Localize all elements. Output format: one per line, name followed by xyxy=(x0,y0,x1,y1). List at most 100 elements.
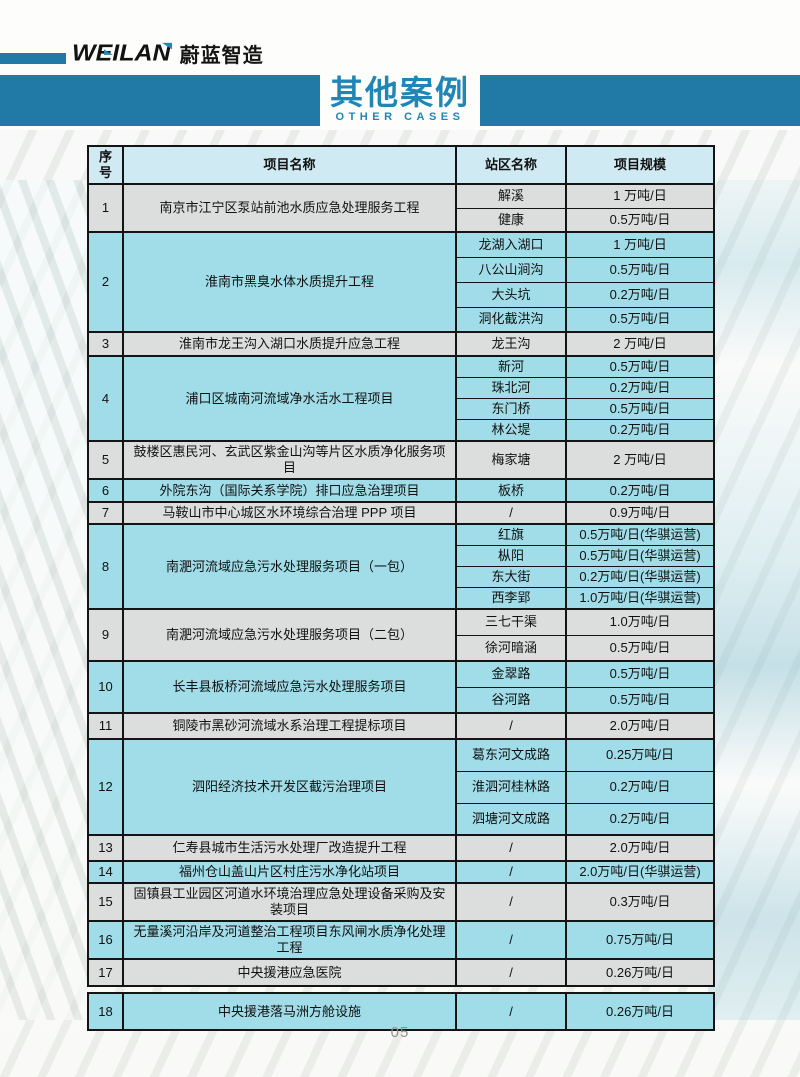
project-cell: 南淝河流域应急污水处理服务项目（二包） xyxy=(122,608,457,662)
table-row: 13 仁寿县城市生活污水处理厂改造提升工程/2.0万吨/日 xyxy=(87,834,715,862)
serial-cell: 7 xyxy=(87,501,124,525)
table-row: 3 淮南市龙王沟入湖口水质提升应急工程 龙王沟 2 万吨/日 xyxy=(87,331,715,357)
station-cell: 大头坑 xyxy=(455,281,567,308)
station-cell: 西李郢 xyxy=(455,587,567,610)
station-cell: / xyxy=(455,882,567,922)
station-cell: 洞化截洪沟 xyxy=(455,306,567,333)
table-row: 健康 0.5万吨/日 xyxy=(88,207,715,233)
scale-cell: 1.0万吨/日 xyxy=(565,608,715,636)
station-cell: 泗塘河文成路 xyxy=(455,802,567,836)
scale-cell: 0.5万吨/日 xyxy=(565,207,715,233)
scale-cell: 0.5万吨/日 xyxy=(565,686,715,714)
table-header-cell: 站区名称 xyxy=(455,145,567,185)
table-row: 11 铜陵市黑砂河流域水系治理工程提标项目/2.0万吨/日 xyxy=(87,712,715,740)
station-cell: / xyxy=(455,958,567,987)
project-cell: 马鞍山市中心城区水环境综合治理 PPP 项目 xyxy=(122,501,457,525)
project-cell: 鼓楼区惠民河、玄武区紫金山沟等片区水质净化服务项目 xyxy=(122,440,457,480)
logo-accent-icon xyxy=(104,49,113,55)
table-row: 9 南淝河流域应急污水处理服务项目（二包） 三七干渠 1.0万吨/日 xyxy=(87,608,715,662)
table-row: 15 固镇县工业园区河道水环境治理应急处理设备采购及安装项目/0.3万吨/日 xyxy=(87,882,715,922)
section-title: 其他案例 OTHER CASES xyxy=(320,75,480,126)
project-cell: 淮南市龙王沟入湖口水质提升应急工程 xyxy=(122,331,457,357)
table-row: 枞阳 0.5万吨/日(华骐运营) xyxy=(88,545,715,567)
scale-cell: 0.5万吨/日 xyxy=(565,355,715,378)
scale-cell: 1.0万吨/日(华骐运营) xyxy=(565,587,715,610)
table-row: 1 南京市江宁区泵站前池水质应急处理服务工程 解溪 1 万吨/日 xyxy=(87,183,715,233)
station-cell: 三七干渠 xyxy=(455,608,567,636)
scale-cell: 2.0万吨/日(华骐运营) xyxy=(565,860,715,884)
scale-cell: 0.5万吨/日 xyxy=(565,634,715,662)
serial-cell: 3 xyxy=(87,331,124,357)
station-cell: 谷河路 xyxy=(455,686,567,714)
table-row: 2 淮南市黑臭水体水质提升工程 龙湖入湖口 1 万吨/日 xyxy=(87,231,715,333)
section-title-zh: 其他案例 xyxy=(330,74,470,111)
scale-cell: 0.2万吨/日 xyxy=(565,770,715,804)
station-cell: 板桥 xyxy=(455,478,567,503)
scale-cell: 0.5万吨/日 xyxy=(565,306,715,333)
table-row: 16 无量溪河沿岸及河道整治工程项目东风闸水质净化处理工程/0.75万吨/日 xyxy=(87,920,715,960)
station-cell: 新河 xyxy=(455,355,567,378)
scale-cell: 0.2万吨/日 xyxy=(565,281,715,308)
serial-cell: 1 xyxy=(87,183,124,233)
table-row: 4 浦口区城南河流域净水活水工程项目 新河 0.5万吨/日 xyxy=(87,355,715,442)
table-row: 18 中央援港落马洲方舱设施/0.26万吨/日 xyxy=(87,992,715,1031)
station-cell: 珠北河 xyxy=(455,377,567,399)
scale-cell: 0.2万吨/日 xyxy=(565,478,715,503)
serial-cell: 18 xyxy=(87,992,124,1031)
brand-logo: WEILAN 蔚蓝智造 xyxy=(0,42,264,66)
serial-cell: 8 xyxy=(87,523,124,610)
banner-bar-left xyxy=(0,75,320,126)
scale-cell: 1 万吨/日 xyxy=(565,231,715,258)
scale-cell: 0.5万吨/日 xyxy=(565,398,715,420)
station-cell: / xyxy=(455,920,567,960)
serial-cell: 6 xyxy=(87,478,124,503)
project-cell: 中央援港应急医院 xyxy=(122,958,457,987)
cases-table: 序号 项目名称 站区名称 项目规模 1 南京市江宁区泵站前池水质应急处理服务工程 解溪 1 万… xyxy=(87,145,715,987)
table-row: 淮泗河桂林路 0.2万吨/日 xyxy=(88,770,715,804)
scale-cell: 2.0万吨/日 xyxy=(565,834,715,862)
station-cell: 林公堤 xyxy=(455,419,567,442)
scale-cell: 0.2万吨/日 xyxy=(565,419,715,442)
serial-cell: 13 xyxy=(87,834,124,862)
station-cell: 梅家塘 xyxy=(455,440,567,480)
page-number: 05 xyxy=(390,1024,410,1041)
table-header-cell: 序号 xyxy=(87,145,124,185)
brand-chinese-name: 蔚蓝智造 xyxy=(179,45,264,67)
scale-cell: 0.26万吨/日 xyxy=(565,958,715,987)
backdrop-photo-left xyxy=(0,180,88,1020)
project-cell: 无量溪河沿岸及河道整治工程项目东风闸水质净化处理工程 xyxy=(122,920,457,960)
table-row: 14 福州仓山盖山片区村庄污水净化站项目/2.0万吨/日(华骐运营) xyxy=(87,860,715,884)
serial-cell: 9 xyxy=(87,608,124,662)
station-cell: 健康 xyxy=(455,207,567,233)
scale-cell: 2 万吨/日 xyxy=(565,440,715,480)
serial-cell: 10 xyxy=(87,660,124,714)
scale-cell: 0.9万吨/日 xyxy=(565,501,715,525)
station-cell: / xyxy=(455,712,567,740)
station-cell: 东门桥 xyxy=(455,398,567,420)
table-row: 东门桥 0.5万吨/日 xyxy=(88,398,715,420)
table-row: 徐河暗涵 0.5万吨/日 xyxy=(88,634,715,662)
cases-table-tail: 18 中央援港落马洲方舱设施/0.26万吨/日 xyxy=(87,992,715,1031)
logo-accent-icon xyxy=(161,42,172,50)
scale-cell: 0.2万吨/日(华骐运营) xyxy=(565,566,715,588)
serial-cell: 14 xyxy=(87,860,124,884)
table-row: 东大街 0.2万吨/日(华骐运营) xyxy=(88,566,715,588)
station-cell: 红旗 xyxy=(455,523,567,546)
section-banner: 其他案例 OTHER CASES xyxy=(0,75,800,126)
project-cell: 中央援港落马洲方舱设施 xyxy=(122,992,457,1031)
scale-cell: 0.25万吨/日 xyxy=(565,738,715,772)
serial-cell: 11 xyxy=(87,712,124,740)
project-cell: 铜陵市黑砂河流域水系治理工程提标项目 xyxy=(122,712,457,740)
station-cell: 枞阳 xyxy=(455,545,567,567)
table-row: 12 泗阳经济技术开发区截污治理项目 葛东河文成路 0.25万吨/日 xyxy=(87,738,715,836)
table-row: 珠北河 0.2万吨/日 xyxy=(88,377,715,399)
table-header-cell: 项目规模 xyxy=(565,145,715,185)
serial-cell: 17 xyxy=(87,958,124,987)
table-row: 6 外院东沟（国际关系学院）排口应急治理项目 板桥 0.2万吨/日 xyxy=(87,478,715,503)
scale-cell: 0.5万吨/日 xyxy=(565,660,715,688)
station-cell: 龙湖入湖口 xyxy=(455,231,567,258)
scale-cell: 0.2万吨/日 xyxy=(565,802,715,836)
table-header-row: 序号 项目名称 站区名称 项目规模 xyxy=(87,145,715,185)
scale-cell: 2.0万吨/日 xyxy=(565,712,715,740)
